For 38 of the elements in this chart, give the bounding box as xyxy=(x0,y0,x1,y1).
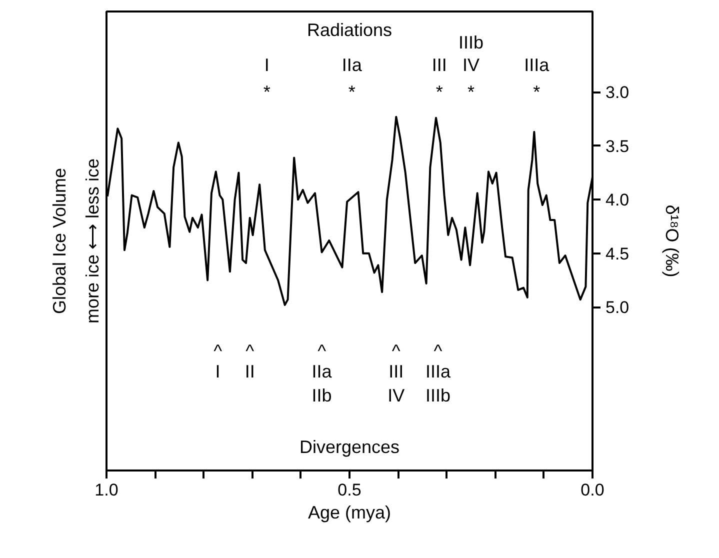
annotation: IV xyxy=(388,385,405,406)
annotation: IIIb xyxy=(425,385,450,406)
annotation: IIIb xyxy=(458,32,484,53)
x-axis-title: Age (mya) xyxy=(308,502,392,522)
annotation: IIa xyxy=(342,55,363,76)
annotation: ^ xyxy=(246,341,255,362)
annotation: ^ xyxy=(214,341,223,362)
y-tick-label: 3.5 xyxy=(606,136,630,156)
y-tick-label: 4.0 xyxy=(606,190,630,210)
x-tick-label: 1.0 xyxy=(94,480,118,500)
y-tick-label: 3.0 xyxy=(606,83,630,102)
annotation: * xyxy=(348,82,356,102)
annotation: III xyxy=(388,362,404,382)
annotation: * xyxy=(533,82,540,102)
text: Global Ice Volume xyxy=(50,168,70,314)
annotation: Divergences xyxy=(299,436,400,457)
annotation: IIIa xyxy=(425,362,452,382)
x-tick-label: 0.5 xyxy=(338,480,362,500)
annotation: Radiations xyxy=(306,20,392,40)
annotation: I xyxy=(264,55,270,76)
annotation: IIIa xyxy=(524,55,550,76)
annotation: * xyxy=(436,82,443,102)
annotation: * xyxy=(263,82,270,102)
x-tick-label: 0.0 xyxy=(580,480,604,500)
annotation: II xyxy=(244,362,255,382)
y-axis-title: δ¹⁸O (‰) xyxy=(662,204,682,278)
annotation: IIa xyxy=(312,362,333,382)
annotation: ^ xyxy=(318,341,327,362)
text: more ice ⟷ less ice xyxy=(82,158,102,324)
annotation: IV xyxy=(462,55,480,76)
annotation: IIb xyxy=(312,385,332,406)
y-tick-label: 5.0 xyxy=(606,298,630,318)
annotation: I xyxy=(215,362,220,382)
annotation: ^ xyxy=(392,341,401,362)
y-tick-label: 4.5 xyxy=(606,244,630,264)
annotation: III xyxy=(432,55,447,76)
annotation: * xyxy=(468,82,475,102)
annotation: ^ xyxy=(434,341,443,362)
